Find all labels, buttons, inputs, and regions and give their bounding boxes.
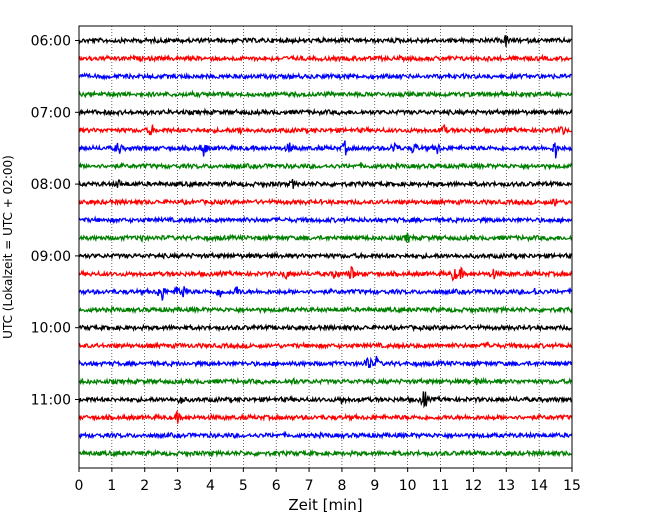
seismic-trace-09:30	[78, 286, 573, 301]
seismic-trace-08:00	[78, 178, 573, 189]
y-tick-label: 11:00	[31, 393, 71, 409]
seismic-trace-11:15	[78, 409, 573, 424]
seismic-trace-07:00	[78, 107, 573, 118]
seismic-trace-11:45	[78, 448, 573, 458]
x-tick-label: 1	[107, 478, 116, 494]
seismic-trace-06:15	[78, 53, 573, 64]
seismic-trace-11:30	[78, 430, 573, 440]
seismic-trace-07:45	[78, 161, 573, 171]
x-axis-label: Zeit [min]	[288, 496, 362, 514]
seismic-trace-10:45	[78, 376, 573, 387]
x-tick-label: 5	[239, 478, 248, 494]
y-tick-label: 08:00	[31, 177, 71, 193]
seismic-trace-11:00	[78, 391, 573, 409]
x-tick-label: 4	[206, 478, 215, 494]
seismic-trace-08:45	[79, 232, 573, 243]
seismic-trace-07:15	[78, 124, 573, 136]
seismic-trace-08:15	[78, 197, 572, 207]
x-tick-label: 6	[272, 478, 281, 494]
seismic-trace-06:30	[78, 71, 572, 81]
y-axis-label: UTC (Lokalzeit = UTC + 02:00)	[1, 155, 15, 339]
seismic-trace-09:45	[79, 305, 573, 315]
x-tick-label: 15	[563, 478, 581, 494]
x-tick-label: 12	[464, 478, 482, 494]
x-tick-label: 13	[497, 478, 515, 494]
seismic-trace-09:15	[78, 265, 573, 282]
plot-frame	[78, 25, 573, 469]
seismic-trace-09:00	[78, 251, 573, 261]
seismic-trace-06:45	[78, 89, 573, 99]
x-tick-label: 3	[173, 478, 182, 494]
seismic-trace-10:30	[78, 355, 573, 369]
x-tick-label: 11	[432, 478, 450, 494]
seismic-trace-10:00	[78, 323, 573, 333]
x-tick-label: 14	[530, 478, 548, 494]
seismic-trace-10:15	[78, 340, 572, 351]
plot-area	[79, 26, 572, 468]
x-tick-label: 0	[75, 478, 84, 494]
seismic-trace-06:00	[78, 35, 573, 47]
seismic-trace-07:30	[78, 140, 573, 159]
y-tick-label: 09:00	[31, 249, 71, 265]
y-tick-label: 06:00	[31, 34, 71, 50]
seismic-trace-08:30	[78, 215, 573, 225]
x-tick-label: 9	[370, 478, 379, 494]
x-tick-label: 10	[399, 478, 417, 494]
x-tick-label: 2	[140, 478, 149, 494]
x-tick-label: 8	[337, 478, 346, 494]
y-tick-label: 10:00	[31, 321, 71, 337]
x-tick-label: 7	[305, 478, 314, 494]
y-tick-label: 07:00	[31, 105, 71, 121]
